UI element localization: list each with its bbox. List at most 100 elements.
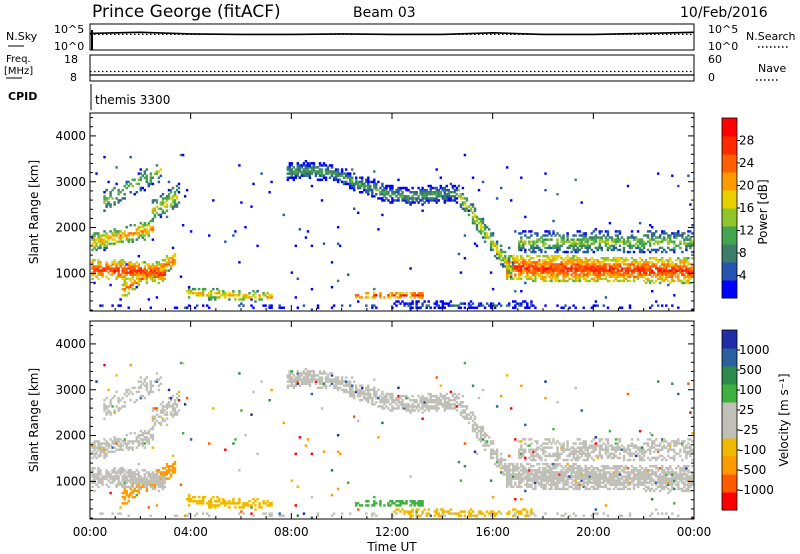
power-cell (524, 306, 527, 309)
power-cell (123, 267, 126, 270)
power-cell (622, 279, 626, 283)
power-cell (612, 248, 616, 252)
velocity-cell (244, 434, 247, 437)
power-cell (173, 203, 177, 206)
power-cell (544, 242, 547, 245)
power-cell (403, 302, 406, 305)
power-cell (105, 203, 108, 206)
power-cell (640, 250, 644, 254)
power-cell (578, 273, 581, 276)
velocity-cell (506, 467, 509, 470)
velocity-cell (411, 502, 414, 505)
power-cell (576, 269, 579, 272)
power-cell (526, 304, 529, 307)
power-cell (532, 244, 535, 248)
velocity-cell (127, 469, 130, 472)
power-cell (514, 304, 517, 307)
power-cell (528, 259, 531, 262)
velocity-cell (401, 399, 404, 402)
power-cell (572, 304, 575, 307)
power-cell (592, 263, 596, 266)
velocity-cell (117, 399, 120, 402)
velocity-cell (556, 401, 559, 404)
power-cell (405, 199, 408, 202)
velocity-cell (485, 434, 489, 437)
power-cell (359, 180, 362, 184)
power-cell (550, 246, 553, 250)
velocity-cell (334, 386, 338, 390)
power-cell (443, 191, 447, 194)
power-cell (383, 193, 386, 196)
power-cell (685, 269, 688, 272)
velocity-cell (278, 512, 281, 515)
power-cell (165, 215, 169, 219)
velocity-cell (161, 475, 165, 478)
velocity-cell (397, 405, 400, 408)
power-cell (157, 261, 161, 264)
power-cell (675, 265, 678, 268)
power-cell (526, 269, 529, 272)
power-cell (556, 238, 559, 241)
velocity-cell (103, 456, 106, 460)
velocity-cell (530, 458, 533, 462)
velocity-cell (399, 500, 402, 503)
power-cell (125, 283, 128, 287)
velocity-cell (550, 477, 553, 480)
velocity-cell (429, 392, 432, 396)
velocity-cell (119, 481, 122, 484)
velocity-cell (123, 440, 126, 443)
power-cell (576, 279, 579, 283)
power-cell (582, 267, 585, 270)
velocity-cell (161, 487, 165, 491)
power-cell (177, 201, 181, 204)
velocity-cell (177, 399, 181, 402)
power-cell (109, 273, 112, 276)
velocity-cell (375, 394, 378, 398)
power-cell (308, 166, 312, 169)
power-cell (475, 226, 479, 229)
velocity-cell (252, 514, 255, 517)
power-cell (232, 294, 235, 297)
power-cell (109, 269, 112, 272)
power-cell (425, 191, 428, 194)
power-cell (584, 246, 587, 250)
power-cell (683, 263, 686, 266)
velocity-cell (473, 421, 477, 425)
velocity-cell (447, 396, 451, 400)
power-cell (258, 294, 261, 297)
power-cell (135, 273, 139, 276)
power-cell (171, 254, 175, 258)
velocity-cell (149, 434, 153, 437)
velocity-cell (532, 452, 535, 456)
velocity-cell (93, 446, 96, 449)
power-cell (280, 306, 283, 309)
power-cell (336, 168, 340, 171)
power-cell (675, 234, 678, 237)
power-cell (137, 281, 141, 285)
velocity-cell (487, 436, 491, 439)
velocity-cell (155, 481, 159, 484)
power-cell (103, 199, 106, 202)
velocity-cell (107, 471, 110, 474)
power-cell (626, 238, 630, 241)
power-cell (196, 292, 199, 295)
power-cell (161, 271, 165, 274)
power-cell (97, 232, 100, 235)
power-cell (425, 304, 428, 307)
power-cell (659, 277, 662, 281)
power-cell (435, 302, 438, 305)
velocity-cell (495, 452, 499, 456)
power-cell (574, 263, 577, 266)
velocity-cell (367, 392, 370, 396)
power-cell (481, 236, 485, 239)
power-cell (107, 201, 110, 204)
power-cell (411, 292, 414, 295)
velocity-cell (556, 446, 559, 449)
velocity-cell (425, 399, 428, 402)
power-cell (626, 269, 630, 272)
velocity-cell (127, 500, 130, 503)
power-cell (155, 201, 159, 204)
velocity-cell (193, 495, 197, 499)
power-cell (671, 261, 674, 264)
power-cell (310, 170, 314, 173)
